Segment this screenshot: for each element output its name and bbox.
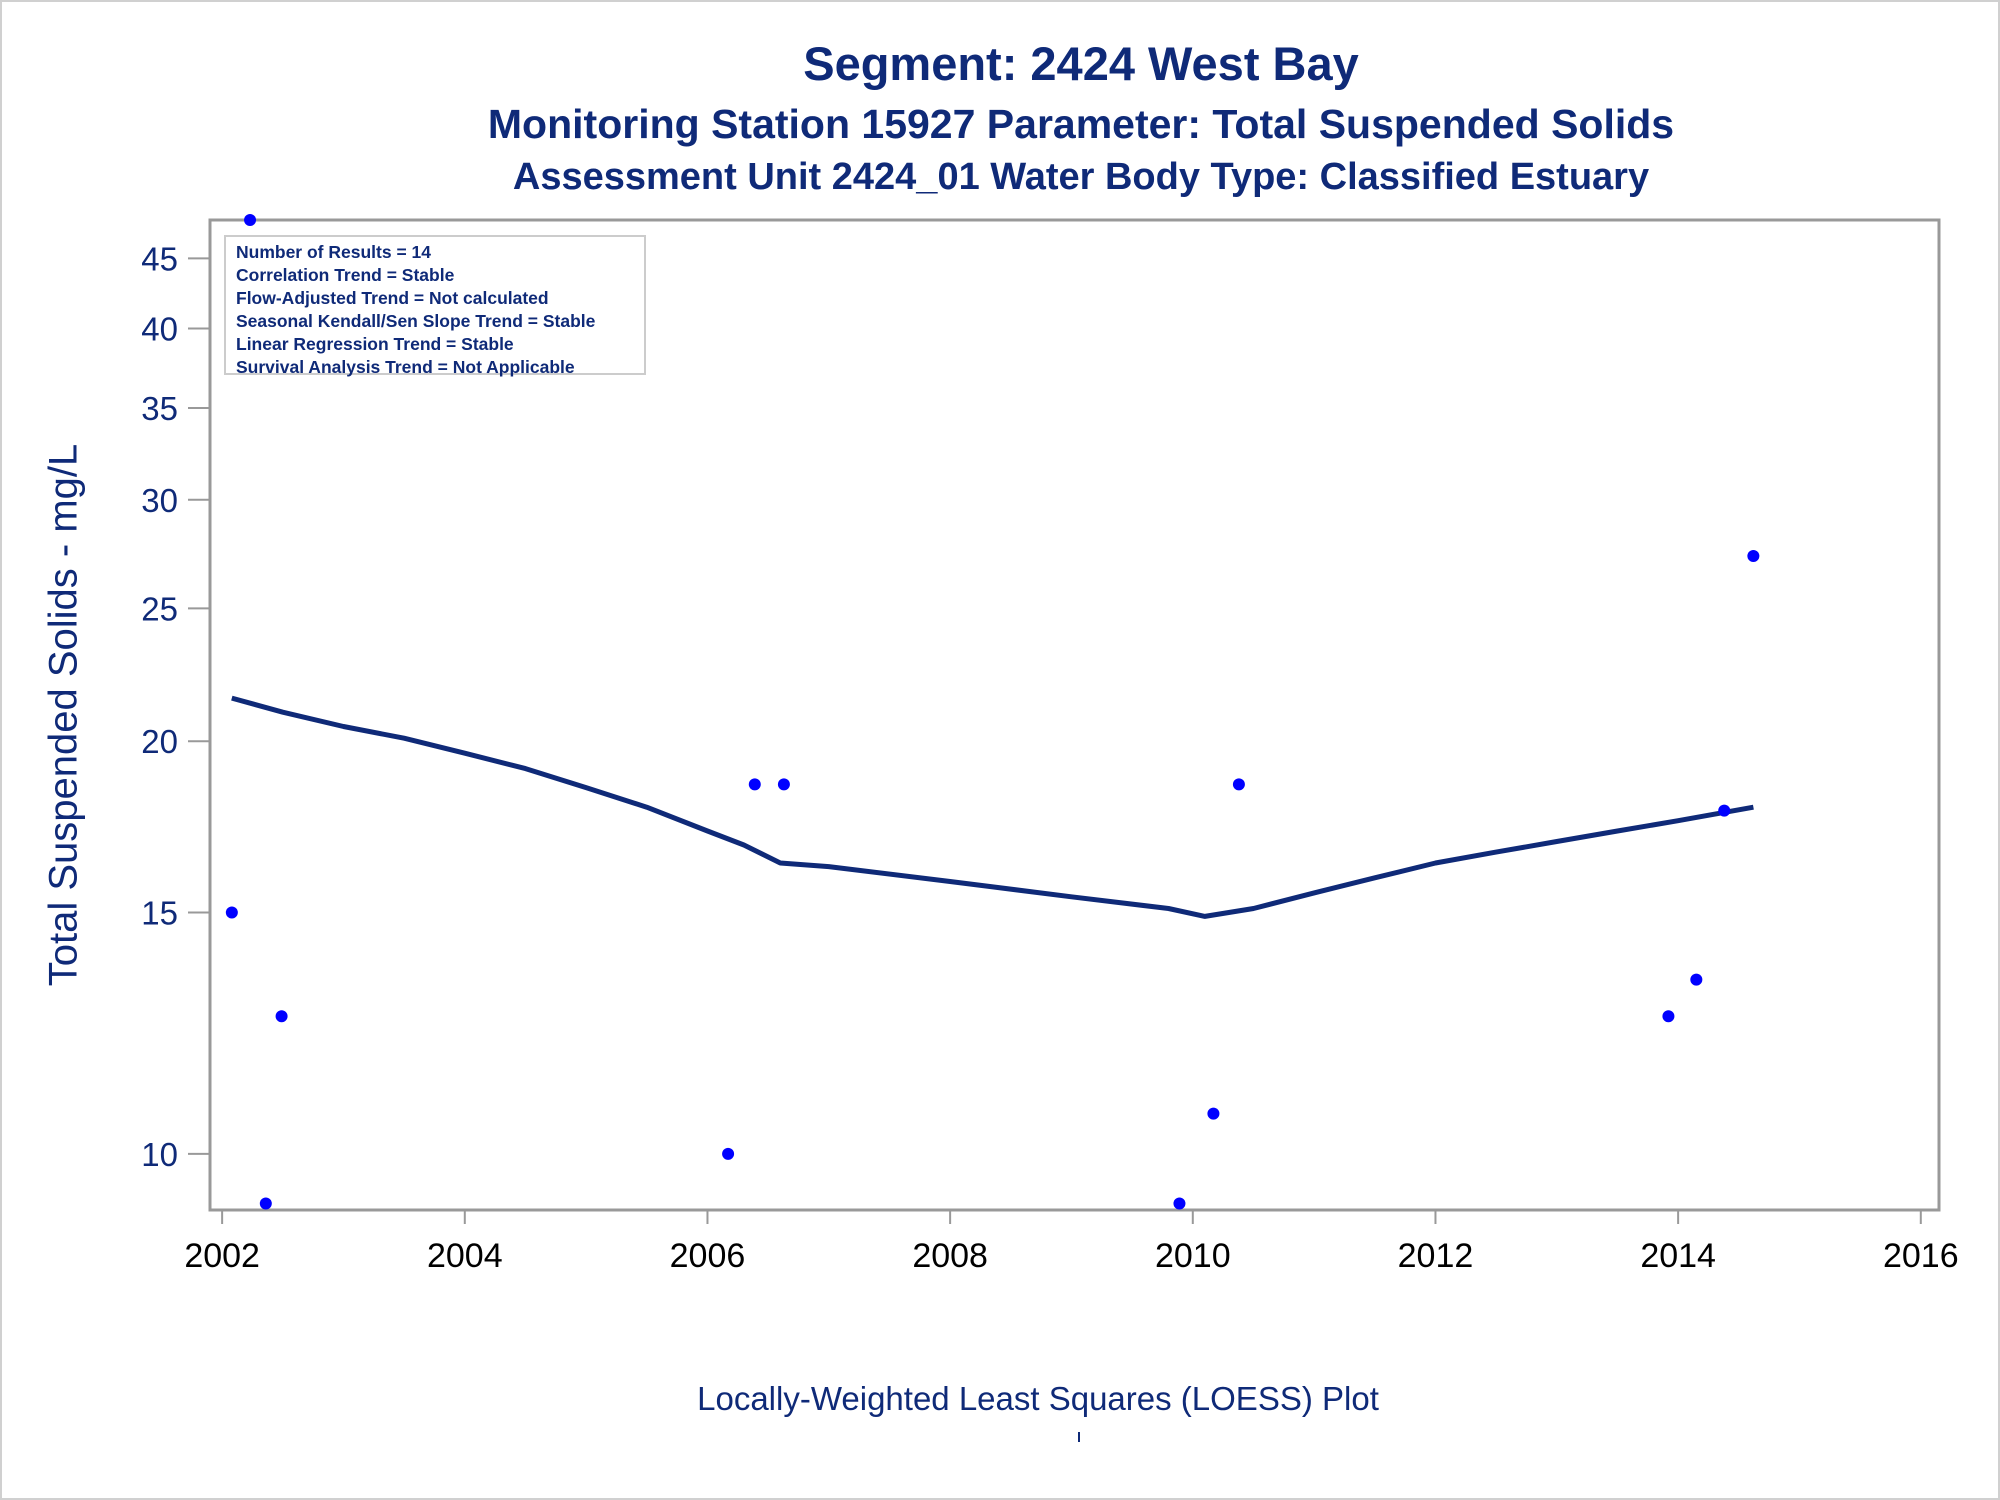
- x-tick-label-2012: 2012: [1398, 1237, 1474, 1275]
- info-seasonal-kendall-trend: Seasonal Kendall/Sen Slope Trend = Stabl…: [236, 311, 596, 331]
- footnote-tick-mark: [1078, 1432, 1080, 1442]
- data-point-14: [1747, 549, 1760, 562]
- info-correlation-trend: Correlation Trend = Stable: [236, 265, 455, 285]
- x-tick-label-2010: 2010: [1155, 1237, 1231, 1275]
- x-axis: 2002 2004 2006 2008 2010 2012 2014 2016: [184, 1210, 1959, 1275]
- loess-line: [231, 695, 1754, 919]
- x-tick-label-2008: 2008: [912, 1237, 988, 1275]
- data-point-3: [259, 1197, 272, 1210]
- data-point-2: [244, 214, 257, 226]
- data-point-4: [275, 1010, 288, 1023]
- series-layer: [225, 214, 1760, 1210]
- y-axis: 10 15 20 25 30 35 40 45: [141, 240, 210, 1173]
- data-point-6: [748, 778, 761, 791]
- data-point-12: [1690, 973, 1703, 986]
- y-tick-label-30: 30: [141, 482, 178, 519]
- data-point-11: [1662, 1010, 1675, 1023]
- x-tick-label-2002: 2002: [184, 1237, 260, 1275]
- chart-title: Segment: 2424 West Bay: [803, 37, 1359, 90]
- y-tick-label-45: 45: [141, 240, 178, 277]
- data-point-1: [225, 906, 238, 919]
- data-point-7: [777, 778, 790, 791]
- y-tick-label-15: 15: [141, 894, 178, 931]
- x-tick-label-2006: 2006: [670, 1237, 746, 1275]
- y-tick-label-25: 25: [141, 590, 178, 627]
- data-point-10: [1232, 778, 1245, 791]
- x-tick-label-2016: 2016: [1883, 1237, 1959, 1275]
- data-point-9: [1207, 1107, 1220, 1120]
- x-tick-label-2004: 2004: [427, 1237, 503, 1275]
- footnote: Locally-Weighted Least Squares (LOESS) P…: [697, 1380, 1379, 1417]
- info-flow-adjusted-trend: Flow-Adjusted Trend = Not calculated: [236, 288, 549, 308]
- plot-border: [208, 218, 1941, 1212]
- chart-subtitle-station: Monitoring Station 15927 Parameter: Tota…: [487, 101, 1675, 147]
- chart-subtitle-assessment: Assessment Unit 2424_01 Water Body Type:…: [512, 156, 1650, 198]
- y-tick-label-10: 10: [141, 1136, 178, 1173]
- info-number-of-results: Number of Results = 14: [236, 242, 431, 262]
- info-survival-analysis-trend: Survival Analysis Trend = Not Applicable: [236, 357, 575, 377]
- y-tick-label-40: 40: [141, 311, 178, 348]
- y-axis-label: Total Suspended Solids - mg/L: [41, 443, 86, 987]
- y-tick-label-20: 20: [141, 723, 178, 760]
- x-tick-label-2014: 2014: [1640, 1237, 1716, 1275]
- y-tick-label-35: 35: [141, 390, 178, 427]
- data-point-5: [722, 1147, 735, 1160]
- data-point-13: [1718, 804, 1731, 817]
- trend-info-box: Number of Results = 14 Correlation Trend…: [224, 235, 646, 377]
- data-point-8: [1173, 1197, 1186, 1210]
- info-linear-regression-trend: Linear Regression Trend = Stable: [236, 334, 514, 354]
